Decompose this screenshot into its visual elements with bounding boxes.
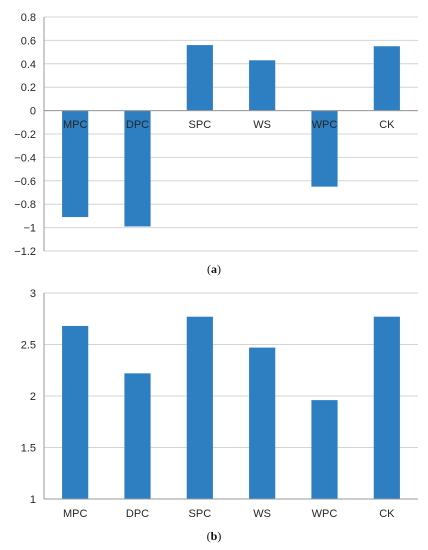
x-tick-label: WS [253,508,271,520]
y-tick-label: 0.4 [21,59,36,71]
y-tick-label: 2 [30,391,36,403]
bar-ws [249,347,276,499]
y-tick-label: −1.2 [14,246,36,258]
y-tick-label: −0.8 [14,199,36,211]
x-tick-label: CK [379,508,395,520]
bar-wpc [311,110,338,187]
y-tick-label: 0.2 [21,82,36,94]
figure-caption-b: (b) [207,529,222,543]
x-tick-label: DPC [126,508,149,520]
y-tick-label: −0.6 [14,176,36,188]
x-tick-label: SPC [189,119,212,131]
y-tick-label: 3 [30,288,36,300]
chart-a: 0.8 0.6 0.4 0.2 0 −0.2 −0.4 −0.6 −0.8 −1 −1.2 MPC DP… [14,12,418,276]
x-tick-label: CK [379,119,395,131]
bar-spc [186,316,213,499]
bar-ck [373,46,400,111]
figure-caption-a: (a) [207,262,221,276]
bar-mpc [62,325,89,499]
x-tick-label: MPC [63,119,88,131]
y-tick-label: −1 [23,223,36,235]
y-tick-label: 0.6 [21,35,36,47]
y-tick-label: 1 [30,494,36,506]
bar-spc [186,45,213,111]
x-tick-label: WPC [312,119,338,131]
y-tick-label: 0 [30,106,36,118]
bar-dpc [124,373,151,499]
y-tick-label: −0.2 [14,129,36,141]
x-tick-label: SPC [189,508,212,520]
x-tick-label: DPC [126,119,149,131]
bar-ck [373,316,400,499]
x-tick-label: WPC [312,508,338,520]
y-tick-label: −0.4 [14,152,36,164]
x-tick-label: MPC [63,508,88,520]
x-tick-label: WS [253,119,271,131]
bar-mpc [62,110,89,218]
bar-wpc [311,400,338,499]
y-tick-label: 2.5 [21,340,36,352]
chart-b: 3 2.5 2 1.5 1 MPC DPC SPC WS WPC CK (b) [21,288,418,543]
bar-dpc [124,110,151,227]
bar-ws [249,60,276,111]
y-tick-label: 1.5 [21,443,36,455]
y-tick-label: 0.8 [21,12,36,24]
